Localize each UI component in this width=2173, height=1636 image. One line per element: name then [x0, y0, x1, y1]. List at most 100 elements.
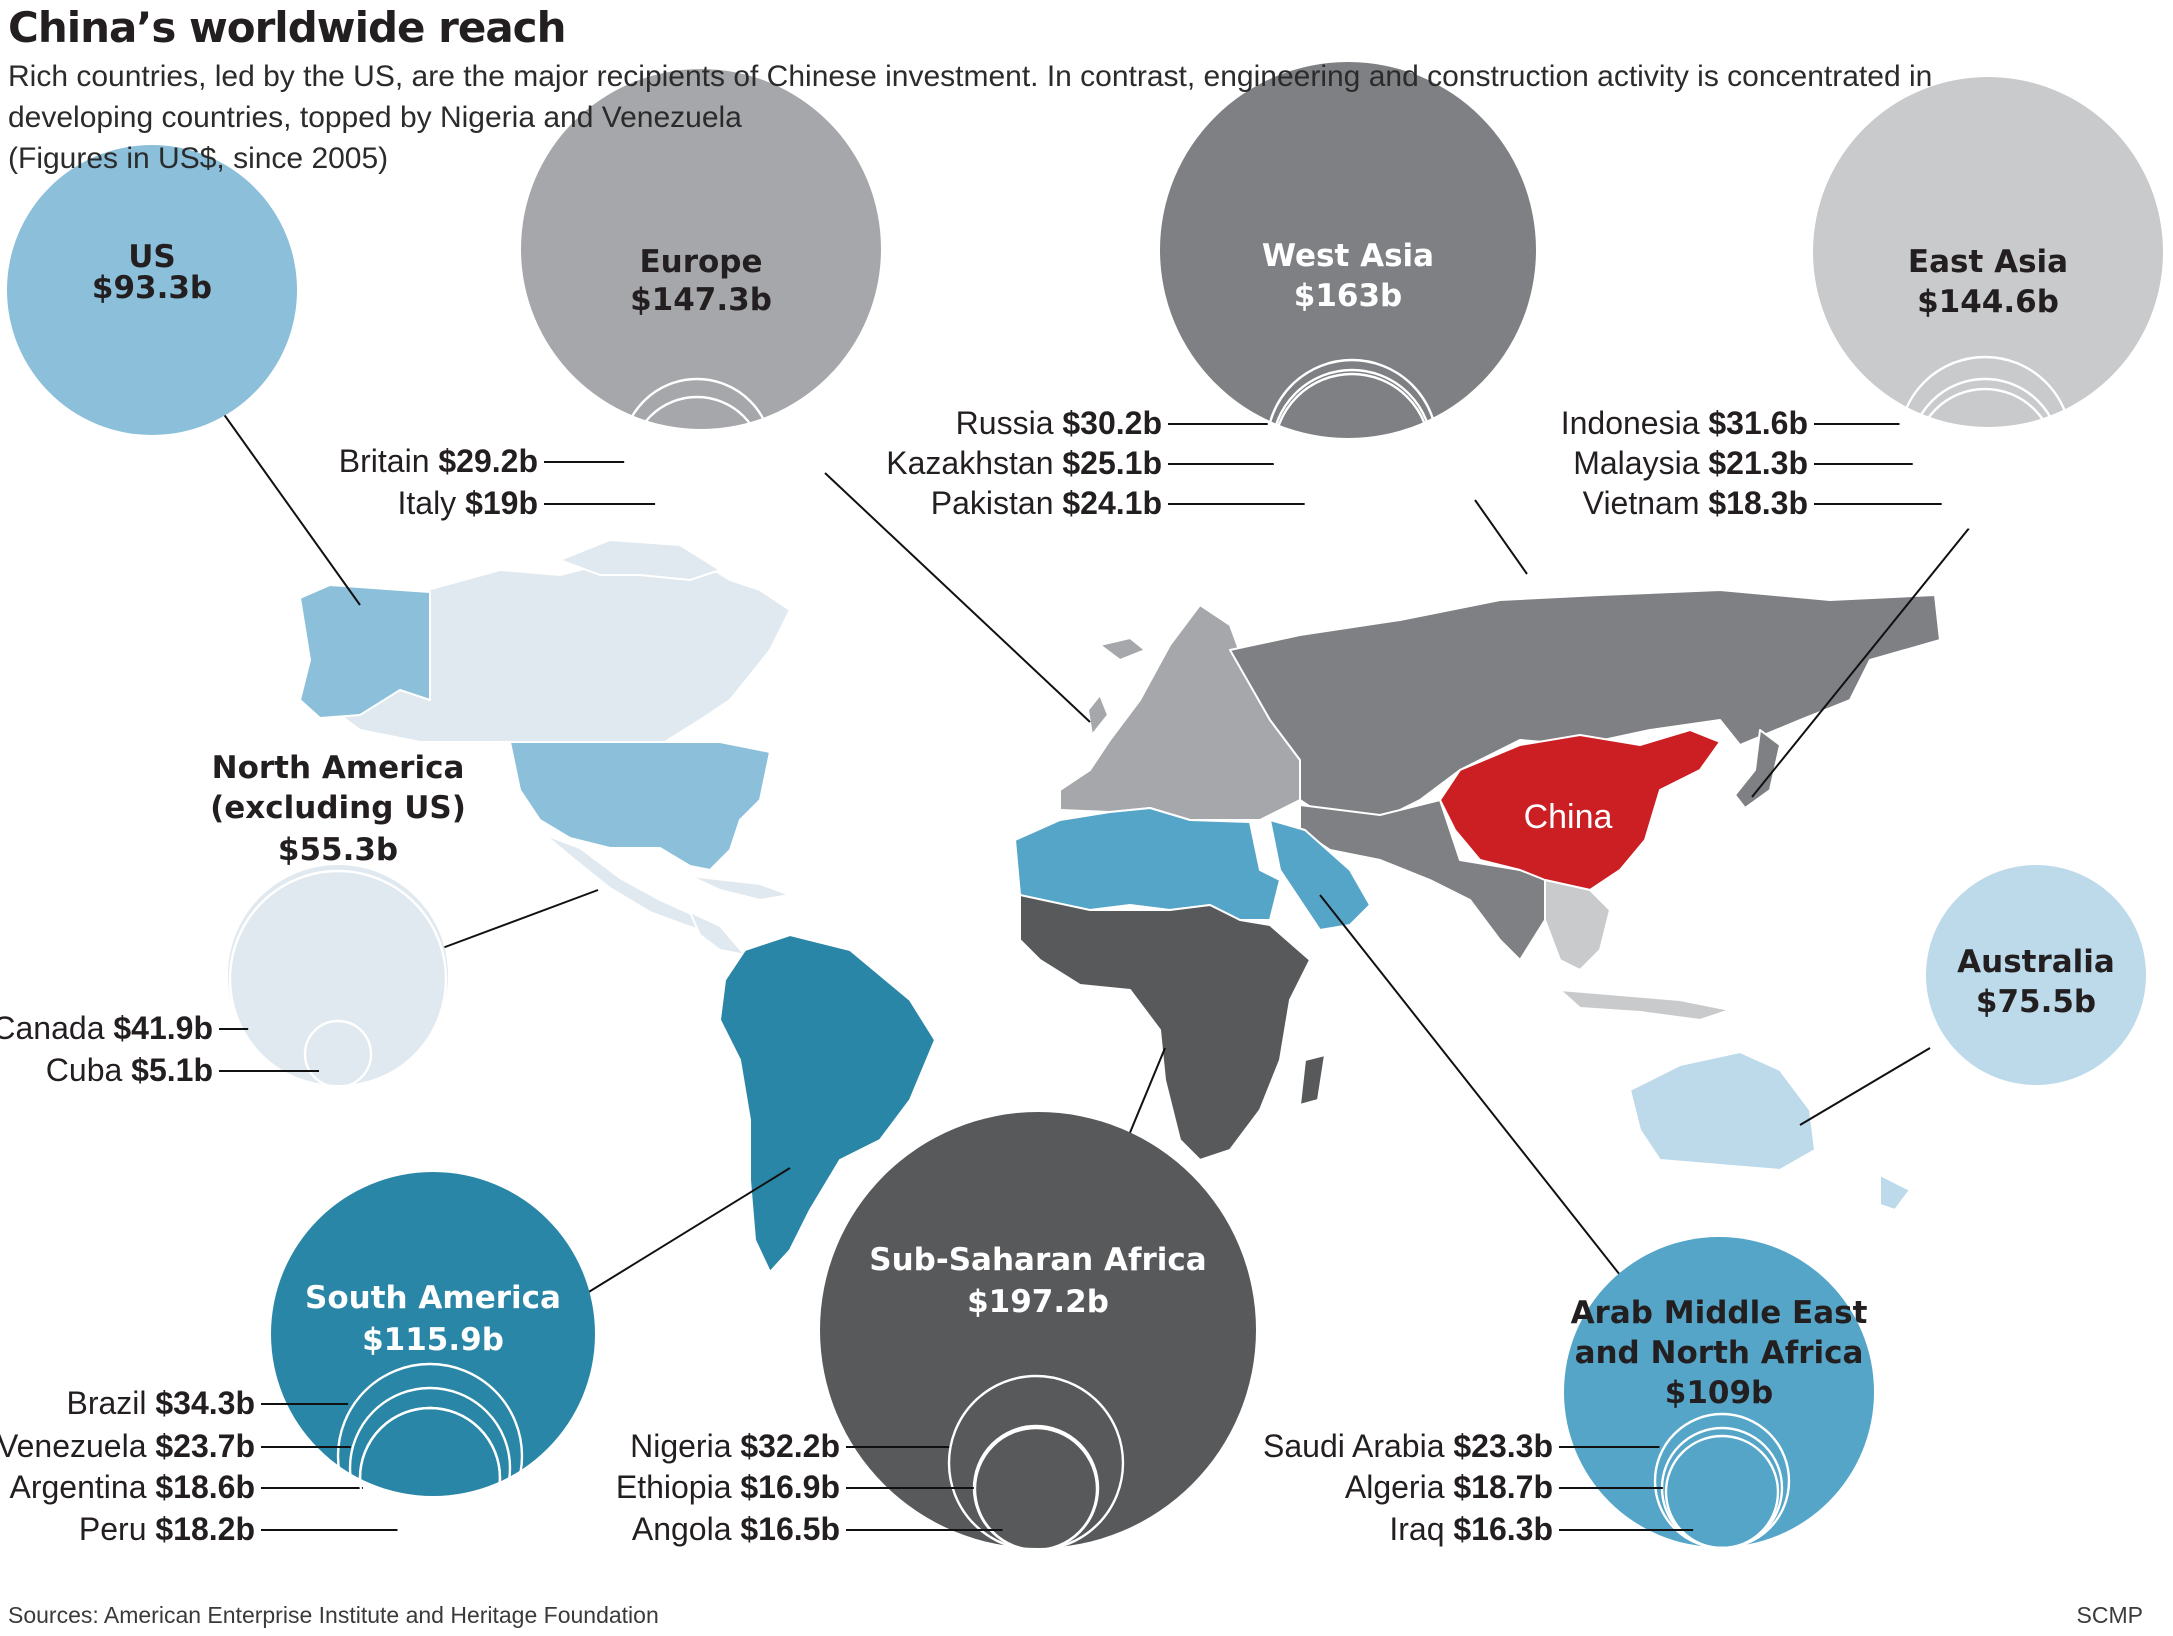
australia-total: $75.5b	[1976, 984, 2096, 1020]
new-zealand-shape	[1879, 1174, 1911, 1211]
country-name: Iraq	[1389, 1511, 1453, 1547]
country-label: Indonesia $31.6b	[1561, 405, 1808, 441]
country-label: Italy $19b	[397, 485, 538, 521]
north-america-country-row: Canada $41.9b	[0, 1010, 249, 1046]
south-america-country-row: Brazil $34.3b	[66, 1385, 349, 1421]
country-name: Kazakhstan	[886, 445, 1062, 481]
country-label: Russia $30.2b	[956, 405, 1162, 441]
south-america-total: $115.9b	[362, 1322, 504, 1358]
country-name: Russia	[956, 405, 1063, 441]
country-name: Brazil	[66, 1385, 155, 1421]
north-america-name: (excluding US)	[210, 790, 466, 826]
country-label: Malaysia $21.3b	[1573, 445, 1808, 481]
country-value: $18.2b	[155, 1511, 255, 1547]
sub-saharan-africa-country-row: Nigeria $32.2b	[630, 1428, 950, 1464]
country-name: Cuba	[46, 1052, 131, 1088]
south-america-country-row: Venezuela $23.7b	[0, 1428, 351, 1464]
west-asia-connector-line	[1474, 499, 1528, 575]
country-label: Iraq $16.3b	[1389, 1511, 1553, 1547]
country-label: Angola $16.5b	[632, 1511, 840, 1547]
country-name: Angola	[632, 1511, 741, 1547]
subtitle-line: Rich countries, led by the US, are the m…	[8, 60, 1933, 93]
country-value: $23.3b	[1453, 1428, 1553, 1464]
country-value: $31.6b	[1708, 405, 1808, 441]
country-value: $5.1b	[131, 1052, 213, 1088]
sub-saharan-africa-name: Sub-Saharan Africa	[869, 1242, 1206, 1278]
country-name: Malaysia	[1573, 445, 1708, 481]
alaska-shape	[299, 584, 431, 719]
sub-saharan-africa-total: $197.2b	[967, 1284, 1109, 1320]
japan-shape	[1734, 729, 1781, 809]
country-label: Britain $29.2b	[339, 443, 538, 479]
britain-shape	[1087, 694, 1109, 736]
australia-shape	[1629, 1051, 1816, 1171]
country-name: Algeria	[1345, 1469, 1454, 1505]
arabia-shape	[1269, 819, 1371, 931]
us-total: $93.3b	[92, 270, 212, 306]
country-name: Vietnam	[1583, 485, 1709, 521]
west-asia-bubble	[1160, 62, 1536, 438]
south-america-shape	[719, 934, 936, 1273]
mena-country-ring	[1664, 1434, 1780, 1550]
country-value: $16.9b	[740, 1469, 840, 1505]
central-america-shape	[689, 911, 746, 956]
east-asia-name: East Asia	[1908, 244, 2068, 280]
region-north-america: North America (excluding US) $55.3b Canada …	[0, 750, 466, 1089]
south-america-country-row: Peru $18.2b	[79, 1511, 398, 1547]
country-label: Nigeria $32.2b	[630, 1428, 840, 1464]
mena-connector-line	[1319, 894, 1621, 1276]
mena-name: Arab Middle East	[1571, 1295, 1868, 1331]
mena-total: $109b	[1665, 1375, 1773, 1411]
region-australia: Australia $75.5b	[1926, 865, 2146, 1085]
country-label: Cuba $5.1b	[46, 1052, 213, 1088]
country-name: Venezuela	[0, 1428, 155, 1464]
region-bubbles: US$93.3b Europe$147.3b Britain $29.2b Italy…	[0, 62, 2163, 1552]
country-value: $41.9b	[113, 1010, 213, 1046]
mena-name: and North Africa	[1575, 1335, 1864, 1371]
caribbean-shape	[689, 875, 791, 901]
subtitle-line: (Figures in US$, since 2005)	[8, 142, 389, 175]
east-asia-country-row: Indonesia $31.6b	[1561, 405, 1900, 441]
south-america-bubble	[271, 1172, 595, 1496]
us-bubble	[7, 145, 297, 435]
europe-connector-line	[824, 472, 1091, 723]
north-america-connector-line	[436, 889, 599, 951]
south-america-country-ring	[358, 1406, 502, 1550]
mena-country-row: Saudi Arabia $23.3b	[1263, 1428, 1660, 1464]
country-value: $16.3b	[1453, 1511, 1553, 1547]
europe-bubble	[521, 69, 881, 429]
country-value: $16.5b	[740, 1511, 840, 1547]
country-value: $29.2b	[438, 443, 538, 479]
country-name: Peru	[79, 1511, 155, 1547]
country-value: $19b	[465, 485, 538, 521]
south-america-connector-line	[565, 1167, 791, 1307]
country-name: Pakistan	[931, 485, 1063, 521]
china-shape	[1439, 729, 1721, 891]
sub-saharan-africa-bubble	[820, 1112, 1256, 1548]
east-asia-total: $144.6b	[1917, 284, 2059, 320]
china-label: China	[1524, 798, 1613, 836]
country-value: $34.3b	[155, 1385, 255, 1421]
east-asia-country-row: Vietnam $18.3b	[1583, 485, 1942, 521]
subtitle-line: developing countries, topped by Nigeria …	[8, 101, 742, 134]
sub-saharan-africa-shape	[1019, 894, 1311, 1161]
country-label: Canada $41.9b	[0, 1010, 213, 1046]
west-asia-name: West Asia	[1262, 238, 1434, 274]
south-america-name: South America	[305, 1280, 561, 1316]
country-label: Ethiopia $16.9b	[616, 1469, 840, 1505]
country-value: $18.3b	[1708, 485, 1808, 521]
country-name: Nigeria	[630, 1428, 740, 1464]
sub-saharan-africa-country-row: Ethiopia $16.9b	[616, 1469, 975, 1505]
country-value: $18.7b	[1453, 1469, 1553, 1505]
chart-subtitle: Rich countries, led by the US, are the m…	[8, 56, 2128, 179]
country-label: Kazakhstan $25.1b	[886, 445, 1162, 481]
country-value: $25.1b	[1062, 445, 1162, 481]
north-america-total: $55.3b	[278, 832, 398, 868]
country-name: Canada	[0, 1010, 113, 1046]
canada-islands-shape	[559, 539, 721, 581]
west-asia-country-row: Russia $30.2b	[956, 405, 1268, 441]
country-label: Argentina $18.6b	[10, 1469, 256, 1505]
us-mainland-shape	[509, 741, 771, 871]
region-mena: Arab Middle East and North Africa $109b Sau…	[1263, 1237, 1874, 1550]
country-label: Pakistan $24.1b	[931, 485, 1162, 521]
